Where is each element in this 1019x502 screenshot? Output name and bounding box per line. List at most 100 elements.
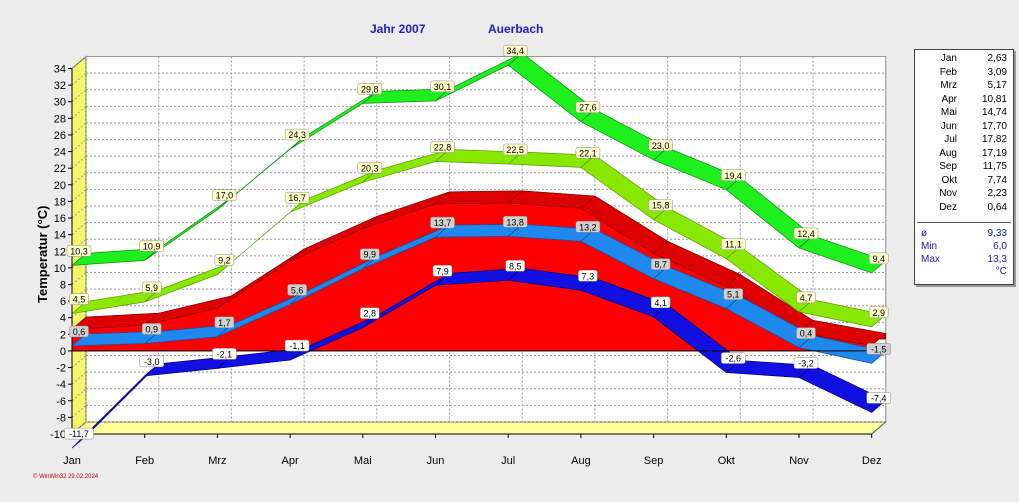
data-label-text: 13,2: [579, 222, 597, 232]
data-label-text: 7,9: [436, 266, 449, 276]
grid-line-h-side: [71, 189, 87, 202]
data-label-s1-6: 22,5: [502, 143, 528, 156]
data-label-s2-9: 5,1: [723, 288, 744, 300]
data-label-text: 24,3: [288, 130, 306, 140]
y-tick-label: 20: [54, 180, 66, 192]
data-label-text: 4,1: [654, 298, 667, 308]
data-label-box: [430, 216, 455, 229]
mean-row-month: Apr: [941, 93, 957, 105]
data-label-s0-6: 34,4: [502, 44, 528, 57]
data-label-box: [430, 80, 455, 93]
data-label-s3-11: -7,4: [866, 392, 891, 404]
grid-line-h-side: [71, 272, 87, 285]
grid-line-h-side: [71, 89, 87, 103]
mean-row-value: 10,81: [981, 93, 1007, 105]
data-label-text: -3,0: [144, 357, 160, 367]
x-tick-label-jun: Jun: [427, 455, 445, 467]
data-label-s2-2: 1,7: [214, 316, 235, 329]
data-label-box: [575, 221, 601, 233]
data-label-text: 27,6: [579, 103, 597, 113]
mean-row-month: Nov: [939, 188, 957, 199]
data-label-text: 13,8: [506, 217, 524, 227]
x-tick-label-mai: Mai: [354, 455, 372, 467]
data-label-box: [866, 343, 891, 355]
data-label-box: [502, 216, 528, 228]
data-label-box: [212, 348, 237, 360]
data-label-box: [575, 101, 601, 113]
mean-row-value: 11,75: [982, 161, 1007, 172]
x-tick-label-okt: Okt: [718, 455, 735, 467]
data-label-text: 4,5: [73, 295, 86, 305]
mean-row-value: 2,63: [987, 53, 1007, 64]
grid-line-h-side: [71, 205, 87, 219]
data-label-box: [721, 238, 746, 250]
data-label-s3-6: 8,5: [505, 260, 525, 272]
data-label-s0-8: 23,0: [648, 139, 673, 152]
data-label-box: [575, 147, 601, 159]
data-label-s0-11: 9,4: [868, 252, 889, 265]
data-label-box: [69, 293, 89, 305]
data-label-text: 10,3: [70, 246, 88, 256]
mean-row-feb: Feb 3,09: [915, 67, 1011, 80]
data-label-box: [141, 281, 162, 294]
data-label-s3-3: -1,1: [284, 339, 310, 352]
data-label-s0-10: 12,4: [793, 227, 819, 240]
data-label-box: [793, 357, 819, 369]
data-label-box: [64, 427, 94, 440]
grid-line-h-side: [71, 122, 87, 136]
y-tick-label: -8: [56, 412, 66, 424]
mean-row-value: 3,09: [987, 66, 1007, 78]
data-label-s1-8: 15,8: [648, 199, 673, 211]
data-label-text: -11,7: [69, 429, 89, 439]
data-label-s3-10: -3,2: [793, 357, 819, 369]
mean-row-value: 17,19: [981, 147, 1007, 159]
mean-row-value: 7,74: [987, 174, 1007, 186]
data-label-s1-1: 5,9: [141, 281, 162, 294]
data-label-text: -2,6: [726, 354, 742, 364]
data-label-box: [357, 162, 383, 174]
data-label-text: 10,9: [143, 241, 161, 251]
data-label-box: [721, 169, 746, 182]
data-label-s1-0: 4,5: [69, 293, 89, 305]
data-label-box: [66, 245, 92, 257]
mean-row-apr: Apr 10,81: [915, 94, 1011, 107]
mean-row-month: Feb: [939, 66, 957, 78]
y-tick-label: 34: [54, 64, 66, 76]
data-label-box: [502, 143, 528, 156]
mean-min-label: Min: [921, 241, 938, 252]
mean-row-okt: Okt 7,74: [915, 175, 1011, 188]
data-label-s3-7: 7,3: [578, 270, 598, 282]
grid-line-h-side: [71, 72, 87, 86]
y-tick-label: -6: [56, 396, 66, 408]
data-label-text: 0,4: [800, 329, 813, 339]
data-label-s0-7: 27,6: [575, 101, 601, 113]
mean-row-month: Okt: [941, 174, 957, 186]
mean-row-value: 14,74: [981, 107, 1007, 118]
monthly-mean-table: Jan 2,63 Feb 3,09 Mrz 5,17 Apr 10,81 Mai 14,74 Jun…: [914, 49, 1014, 285]
mean-row-jan: Jan 2,63: [915, 53, 1011, 66]
data-label-box: [284, 339, 310, 352]
mean-row-value: 2,23: [987, 188, 1007, 199]
data-label-s0-2: 17,0: [212, 189, 237, 201]
y-tick-label: -4: [56, 379, 66, 391]
data-label-s2-11: -1,5: [866, 343, 891, 355]
data-label-text: 16,7: [288, 193, 306, 203]
mean-row-jun: Jun 17,70: [915, 121, 1011, 134]
data-label-text: 22,5: [506, 145, 524, 155]
data-label-s3-2: -2,1: [212, 348, 237, 360]
mean-row-month: Sep: [939, 161, 957, 172]
x-tick-label-feb: Feb: [135, 455, 154, 467]
series-layer: [70, 52, 887, 449]
grid-line-h-side: [71, 371, 87, 385]
y-axis-label: Temperatur (°C): [35, 205, 50, 303]
data-label-text: 29,8: [361, 84, 379, 94]
data-label-text: -3,2: [798, 359, 814, 369]
y-tick-label: 14: [54, 230, 66, 242]
data-label-s1-4: 20,3: [357, 162, 383, 174]
data-label-s0-5: 30,1: [430, 80, 455, 93]
data-label-text: 1,7: [218, 318, 231, 328]
data-label-s1-11: 2,9: [868, 306, 889, 319]
data-label-s3-8: 4,1: [650, 296, 671, 309]
data-label-s1-3: 16,7: [284, 191, 310, 204]
